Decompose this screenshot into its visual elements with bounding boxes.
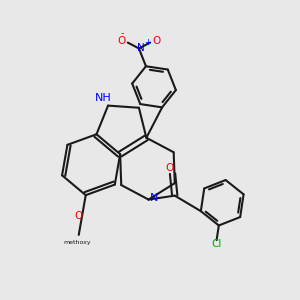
Text: N: N bbox=[150, 193, 159, 203]
Text: Cl: Cl bbox=[212, 239, 222, 249]
Text: methoxy: methoxy bbox=[64, 240, 91, 245]
Text: +: + bbox=[144, 38, 151, 47]
Text: O: O bbox=[74, 211, 83, 221]
Text: O: O bbox=[152, 36, 160, 46]
Text: O: O bbox=[118, 36, 126, 46]
Text: O: O bbox=[166, 164, 174, 173]
Text: -: - bbox=[121, 28, 124, 38]
Text: NH: NH bbox=[95, 93, 112, 103]
Text: N: N bbox=[136, 44, 144, 53]
